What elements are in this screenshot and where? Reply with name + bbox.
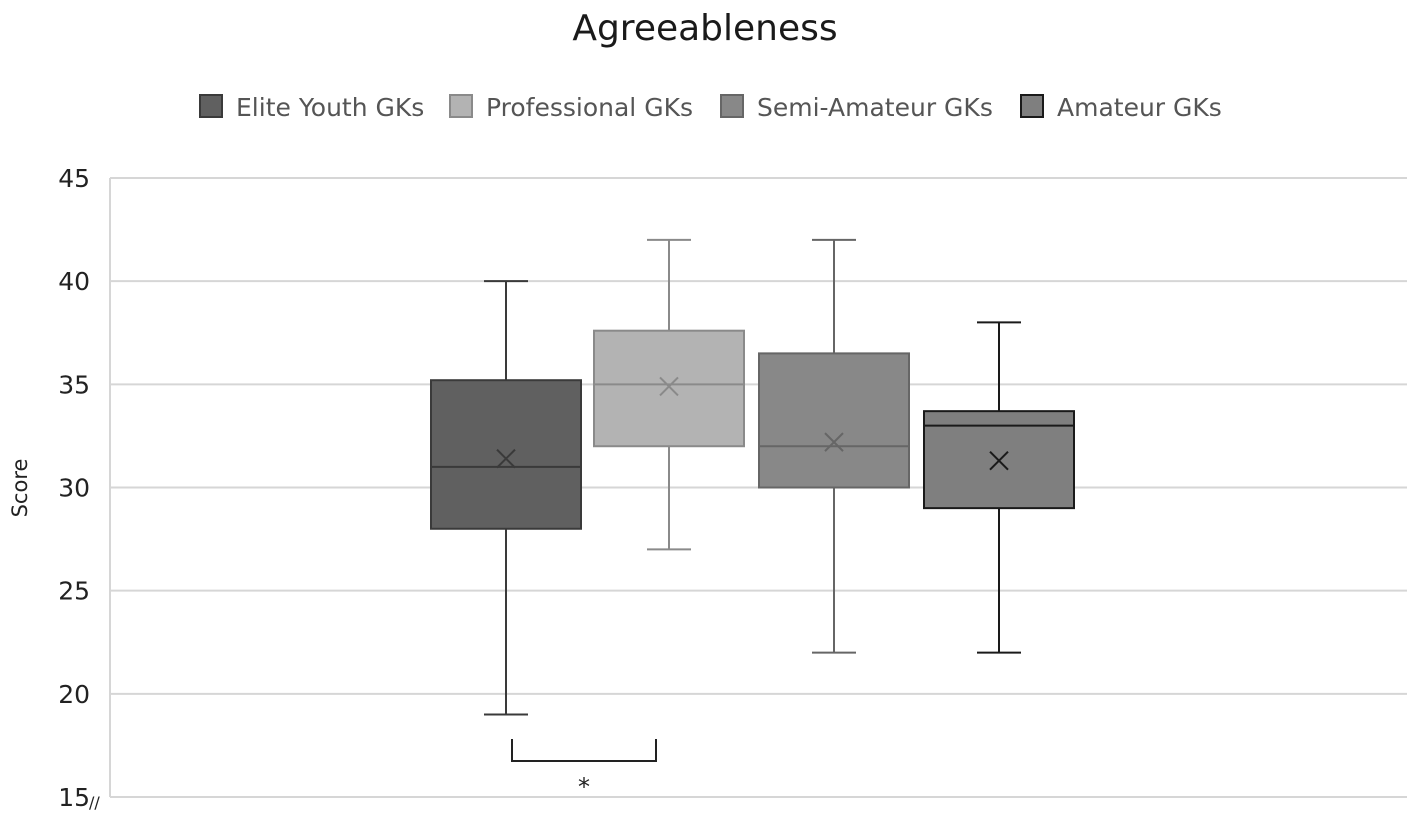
legend-label-1: Elite Youth GKs — [236, 93, 424, 122]
significance-bracket: * — [511, 739, 657, 801]
y-tick-label-35: 35 — [58, 370, 90, 399]
box-4 — [923, 321, 1075, 654]
y-axis-label: Score — [8, 459, 32, 518]
mean-marker-b — [989, 450, 1009, 471]
chart-title: Agreeableness — [572, 8, 837, 49]
y-tick-label-30: 30 — [58, 474, 90, 503]
legend-swatch-3 — [720, 94, 744, 118]
y-axis-ticks: 15 20 25 30 35 40 45 — [58, 164, 90, 812]
y-tick-label-20: 20 — [58, 680, 90, 709]
mean-marker-b — [496, 448, 516, 469]
legend-label-2: Professional GKs — [486, 93, 693, 122]
box-iqr — [430, 379, 582, 530]
significance-label: * — [578, 773, 590, 801]
box-1 — [430, 280, 582, 716]
mean-marker-b — [824, 432, 844, 452]
legend-swatch-4 — [1020, 94, 1044, 118]
y-tick-label-45: 45 — [58, 164, 90, 193]
axis-break-mark: // — [89, 793, 100, 812]
y-tick-label-25: 25 — [58, 577, 90, 606]
legend-label-4: Amateur GKs — [1057, 93, 1222, 122]
box-plots — [430, 238, 1075, 716]
box-iqr — [758, 352, 910, 489]
legend-label-3: Semi-Amateur GKs — [757, 93, 993, 122]
box-3 — [758, 238, 910, 654]
legend: Elite Youth GKs Professional GKs Semi-Amat… — [199, 93, 1222, 122]
legend-swatch-2 — [449, 94, 473, 118]
box-2 — [593, 238, 745, 551]
significance-bracket-line — [511, 739, 657, 762]
y-tick-label-40: 40 — [58, 267, 90, 296]
mean-marker-b — [659, 376, 679, 397]
legend-swatch-1 — [199, 94, 223, 118]
box-iqr — [593, 329, 745, 448]
y-tick-label-15: 15 — [58, 783, 90, 812]
